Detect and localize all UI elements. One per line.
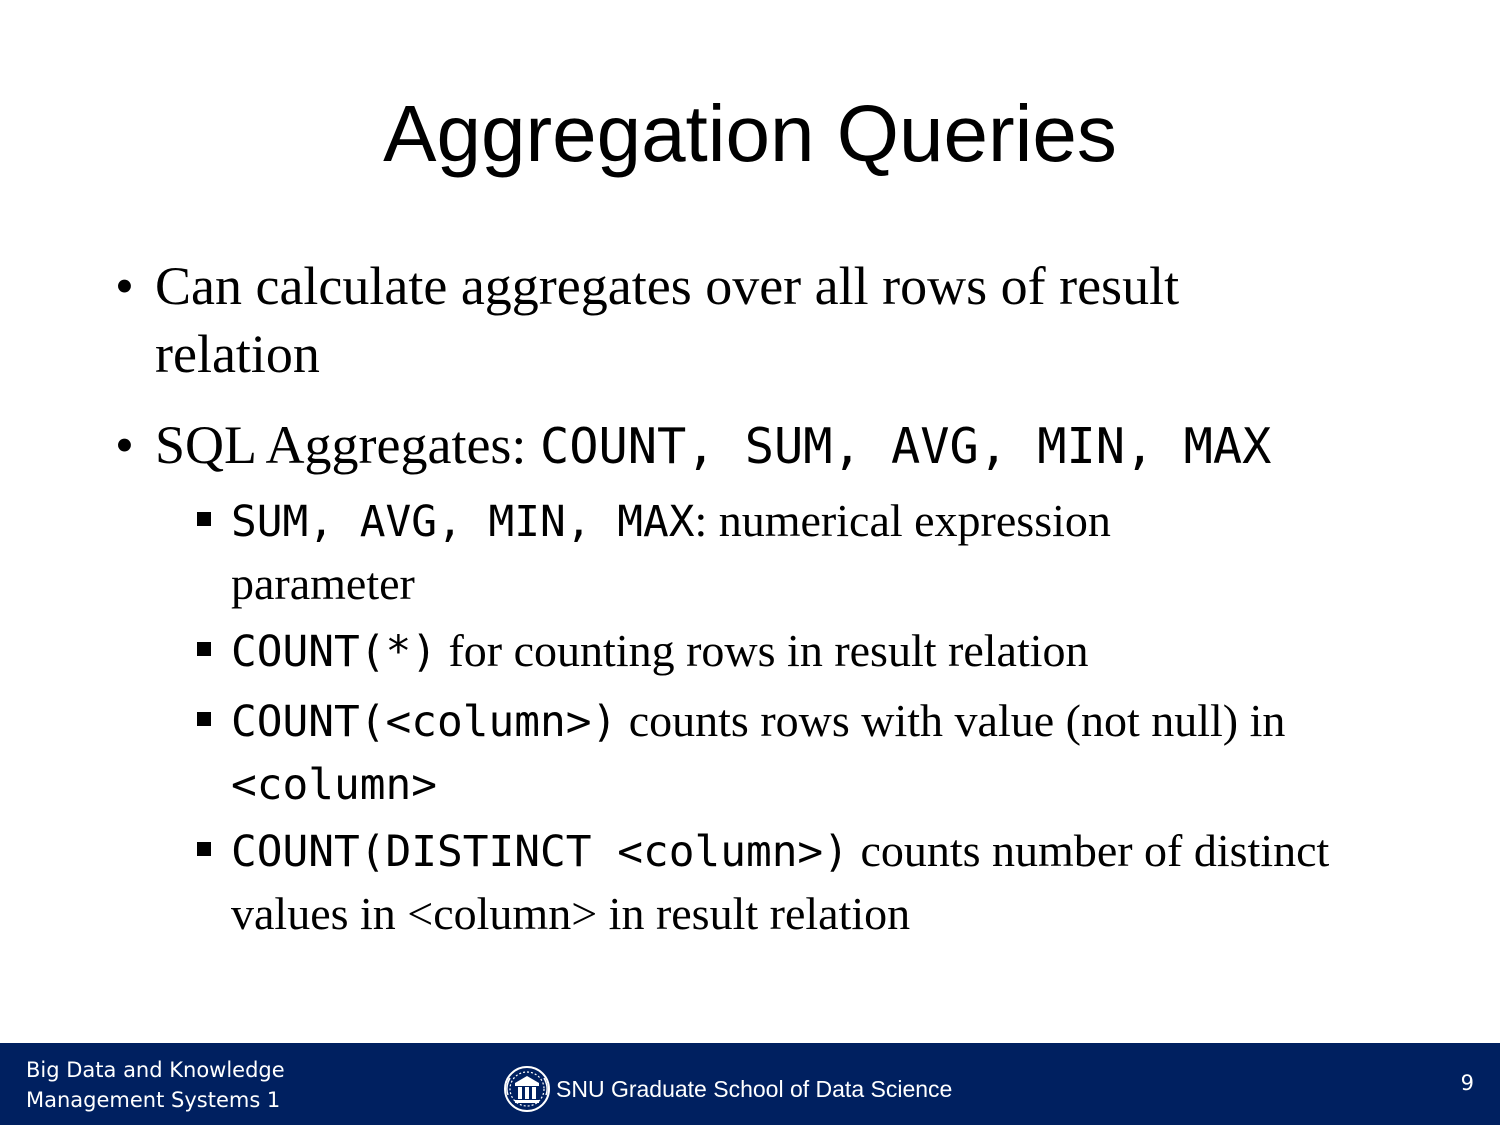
course-name: Big Data and Knowledge Management System… [26, 1055, 285, 1115]
square-bullet-icon [197, 512, 211, 526]
bullet-dot-icon: • [115, 256, 134, 316]
course-name-line2: Management Systems 1 [26, 1088, 281, 1112]
slide-title: Aggregation Queries [383, 89, 1117, 178]
slide-footer: Big Data and Knowledge Management System… [0, 1043, 1500, 1125]
bullet-sql-aggregates: • SQL Aggregates: COUNT, SUM, AVG, MIN, … [115, 411, 1485, 481]
bullet-text: Can calculate aggregates over all rows o… [155, 256, 1180, 384]
sub-bullet-code: COUNT(DISTINCT <column>) [231, 827, 849, 877]
school-brand: SNU Graduate School of Data Science [502, 1065, 952, 1113]
sub-bullet-count-column: COUNT(<column>) counts rows with value (… [197, 690, 1391, 816]
snu-emblem-icon [504, 1066, 550, 1112]
sub-bullet-count-distinct: COUNT(DISTINCT <column>) counts number o… [197, 820, 1391, 945]
bullet-code: COUNT, SUM, AVG, MIN, MAX [539, 419, 1272, 475]
course-name-line1: Big Data and Knowledge [26, 1058, 285, 1082]
bullet-aggregates-over-rows: • Can calculate aggregates over all rows… [115, 252, 1355, 388]
sub-bullet-code: COUNT(*) [231, 627, 437, 677]
square-bullet-icon [197, 842, 211, 856]
school-name: SNU Graduate School of Data Science [556, 1076, 953, 1102]
sub-bullet-code-column: <column> [231, 760, 437, 810]
bullet-prefix: SQL Aggregates: [155, 415, 540, 475]
page-number: 9 [1460, 1071, 1474, 1095]
sub-bullet-text: for counting rows in result relation [436, 625, 1089, 676]
square-bullet-icon [197, 642, 211, 656]
sub-bullet-code: SUM, AVG, MIN, MAX [231, 497, 695, 547]
sub-bullet-text: : numerical expression parameter [231, 495, 1111, 609]
sub-bullet-text: counts rows with value (not null) in [617, 695, 1286, 746]
sub-bullet-code: COUNT(<column>) [231, 697, 618, 747]
sub-bullet-text: counts number of distinct values in <col… [231, 825, 1330, 939]
bullet-dot-icon: • [115, 415, 134, 475]
square-bullet-icon [197, 712, 211, 726]
sub-bullet-numeric-aggregates: SUM, AVG, MIN, MAX: numerical expression… [197, 490, 1291, 615]
sub-bullet-count-star: COUNT(*) for counting rows in result rel… [197, 620, 1431, 683]
